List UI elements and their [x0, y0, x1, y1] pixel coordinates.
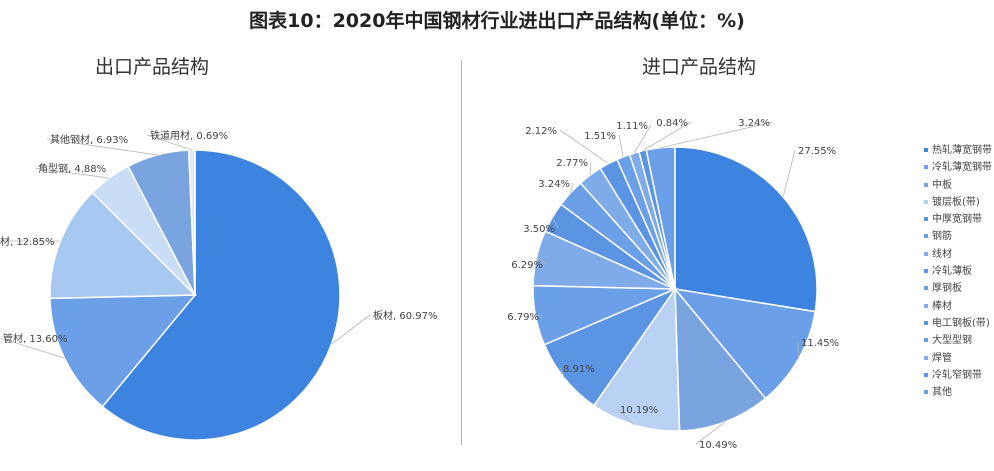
legend-label: 其他	[932, 387, 952, 399]
import-leader-line-12	[633, 124, 652, 154]
chart-divider	[461, 60, 462, 445]
import-legend: 热轧薄宽钢带 冷轧薄宽钢带 中板镀层板(带) 中厚宽钢带钢筋线材冷轧薄板厚钢板棒材电工…	[924, 142, 994, 401]
import-chart-title: 进口产品结构	[642, 56, 757, 78]
legend-label: 大型型钢	[932, 335, 972, 347]
import-slice-label-3: 10.19%	[620, 405, 658, 416]
export-slice-label-3: 角型钢, 4.88%	[38, 162, 106, 175]
legend-item: 镀层板(带)	[924, 194, 994, 211]
import-leader-line-14	[660, 121, 774, 149]
legend-item: 中厚宽钢带	[924, 211, 994, 228]
import-slice-label-10: 2.12%	[525, 126, 557, 137]
export-slice-0	[101, 149, 341, 441]
export-slice-label-5: 铁道用材, 0.69%	[150, 129, 228, 142]
legend-marker	[924, 148, 928, 152]
legend-item: 钢筋	[924, 228, 994, 245]
legend-marker	[924, 217, 928, 222]
legend-marker	[924, 320, 928, 325]
export-slice-1	[49, 294, 197, 408]
import-slice-14	[645, 146, 676, 290]
export-slice-label-0: 板材, 60.97%	[373, 309, 438, 322]
legend-marker	[924, 286, 928, 291]
import-slice-0	[674, 146, 818, 313]
legend-label: 钢筋	[932, 231, 952, 243]
legend-marker	[924, 372, 928, 377]
import-leader-line-6	[536, 257, 547, 265]
import-leader-line-8	[569, 182, 574, 194]
import-leader-line-11	[618, 134, 624, 157]
import-slice-label-12: 1.11%	[616, 121, 648, 132]
legend-marker	[924, 165, 928, 170]
import-leader-line-4	[559, 367, 566, 379]
export-slice-label-2: 材, 12.85%	[0, 235, 55, 248]
import-leader-line-13	[642, 121, 692, 152]
export-slice-5	[187, 149, 196, 296]
legend-item: 热轧薄宽钢带	[924, 142, 994, 159]
legend-marker	[924, 182, 928, 187]
import-leader-line-10	[559, 129, 609, 164]
export-slice-2	[49, 191, 197, 300]
export-slice-label-1: 管材, 13.60%	[3, 332, 68, 345]
export-leader-line-4	[46, 138, 158, 156]
legend-label: 冷轧薄板	[932, 266, 972, 278]
import-slice-label-9: 2.77%	[556, 158, 588, 169]
import-leader-line-7	[552, 217, 559, 229]
legend-item: 棒材	[924, 298, 994, 315]
legend-marker	[924, 269, 928, 274]
import-leader-line-2	[695, 421, 726, 445]
legend-item: 冷轧窄钢带	[924, 367, 994, 384]
import-slice-label-14: 3.24%	[738, 118, 770, 129]
legend-item: 冷轧薄板	[924, 263, 994, 280]
import-slice-label-4: 8.91%	[563, 364, 595, 375]
export-slice-label-4: 其他钢材, 6.93%	[50, 133, 128, 146]
legend-item: 电工钢板(带)	[924, 315, 994, 332]
legend-label: 电工钢板(带)	[932, 317, 990, 329]
export-leader-line-1	[0, 337, 65, 359]
legend-label: 中厚宽钢带	[932, 214, 982, 226]
figure-title: 图表10：2020年中国钢材行业进出口产品结构(单位：%)	[249, 10, 745, 32]
legend-marker	[924, 338, 928, 343]
import-slice-label-6: 6.29%	[511, 260, 543, 271]
import-leader-line-9	[589, 161, 592, 176]
legend-label: 棒材	[932, 300, 952, 312]
legend-marker	[924, 355, 928, 360]
legend-marker	[924, 199, 928, 204]
export-chart-title: 出口产品结构	[95, 56, 210, 78]
import-slice-label-13: 0.84%	[656, 118, 688, 129]
legend-label: 线材	[932, 248, 952, 260]
legend-item: 其他	[924, 384, 994, 401]
export-leader-line-5	[146, 134, 192, 151]
import-slice-label-7: 3.50%	[523, 224, 555, 235]
import-leader-line-0	[782, 149, 796, 198]
export-leader-line-3	[34, 167, 110, 179]
import-slice-label-2: 10.49%	[699, 440, 737, 451]
legend-marker	[924, 303, 928, 308]
import-slice-label-11: 1.51%	[584, 131, 616, 142]
export-leader-line-0	[331, 314, 371, 345]
legend-label: 镀层板(带)	[932, 196, 980, 208]
legend-item: 中板	[924, 177, 994, 194]
legend-label: 冷轧窄钢带	[932, 369, 982, 381]
import-slice-label-1: 11.45%	[801, 338, 839, 349]
legend-label: 热轧薄宽钢带	[932, 145, 992, 156]
legend-label: 厚钢板	[932, 283, 962, 295]
import-slice-label-5: 6.79%	[507, 312, 539, 323]
legend-item: 冷轧薄宽钢带	[924, 159, 994, 176]
import-slice-label-0: 27.55%	[798, 146, 836, 157]
import-leader-line-3	[616, 408, 635, 426]
legend-marker	[924, 234, 928, 239]
legend-marker	[924, 251, 928, 256]
legend-item: 大型型钢	[924, 332, 994, 349]
legend-label: 焊管	[932, 352, 952, 364]
legend-marker	[924, 390, 928, 395]
legend-item: 焊管	[924, 350, 994, 367]
import-slice-label-8: 3.24%	[538, 179, 570, 190]
legend-item: 线材	[924, 246, 994, 263]
legend-label: 中板	[932, 179, 952, 191]
legend-label: 冷轧薄宽钢带	[932, 162, 992, 174]
legend-item: 厚钢板	[924, 280, 994, 297]
